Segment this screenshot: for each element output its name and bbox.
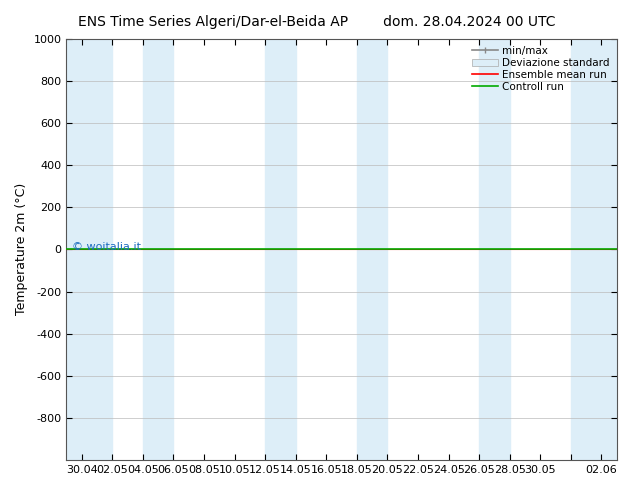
Y-axis label: Temperature 2m (°C): Temperature 2m (°C) [15,183,28,316]
Bar [67,39,112,460]
Bar [479,39,510,460]
Bar [143,39,174,460]
Bar [265,39,295,460]
Bar [357,39,387,460]
Text: © woitalia.it: © woitalia.it [72,242,141,252]
Bar [571,39,617,460]
Legend: min/max, Deviazione standard, Ensemble mean run, Controll run: min/max, Deviazione standard, Ensemble m… [470,44,612,94]
Text: ENS Time Series Algeri/Dar-el-Beida AP        dom. 28.04.2024 00 UTC: ENS Time Series Algeri/Dar-el-Beida AP d… [78,15,556,29]
